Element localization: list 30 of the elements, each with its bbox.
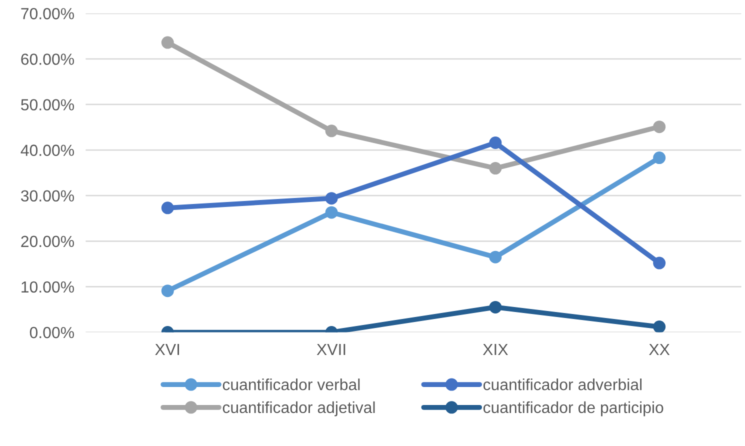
point [489, 300, 502, 314]
point [653, 320, 666, 332]
legend-label: cuantificador adverbial [483, 378, 642, 390]
point [325, 124, 338, 138]
legend-label: cuantificador adjetival [222, 401, 375, 416]
y-tick-label: 30.00% [21, 190, 74, 202]
y-tick-label: 0.00% [30, 326, 74, 338]
y-tick-label: 40.00% [20, 144, 74, 156]
point [489, 162, 502, 175]
x-tick-label: XVI [155, 344, 180, 355]
y-tick-label: 50.00% [21, 99, 74, 110]
legend-label: cuantificador de participio [483, 401, 664, 416]
point [161, 36, 174, 49]
y-tick-label: 10.00% [22, 281, 74, 293]
x-tick-label: XX [649, 344, 670, 355]
x-tick-label: XIX [482, 344, 508, 355]
point [653, 256, 666, 270]
point [325, 206, 338, 219]
point [489, 136, 502, 150]
point [161, 284, 174, 298]
point [161, 202, 174, 214]
legend-label: cuantificador verbal [222, 378, 360, 390]
y-tick-label: 60.00% [21, 54, 74, 65]
point [325, 192, 338, 205]
x-tick-label: XVII [316, 344, 346, 355]
y-tick-label: 70.00% [21, 8, 74, 20]
point [489, 250, 502, 264]
y-tick-label: 20.00% [21, 236, 74, 248]
point [653, 120, 666, 134]
point [653, 152, 666, 164]
